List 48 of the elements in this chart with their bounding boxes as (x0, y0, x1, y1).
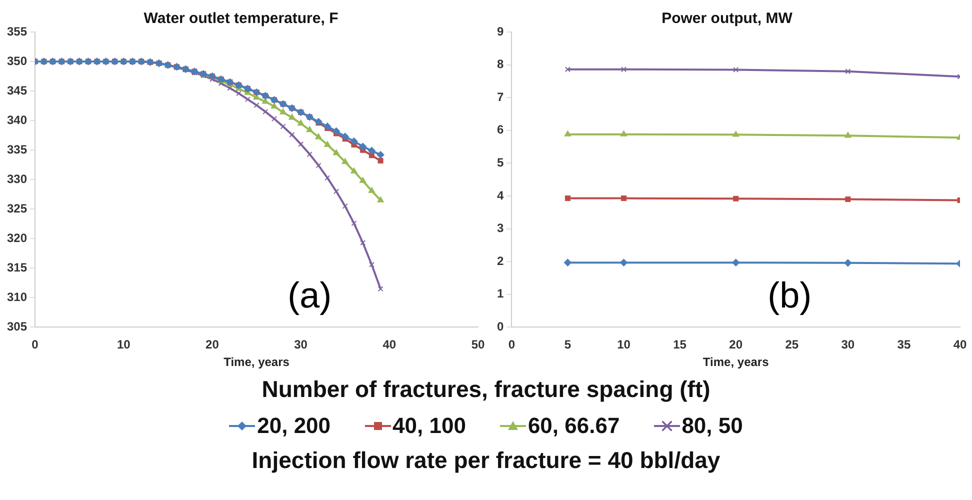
x-tick-label: 40 (953, 338, 967, 352)
x-tick-label: 5 (564, 338, 572, 352)
y-tick-label: 1 (496, 286, 504, 301)
y-tick-label: 310 (6, 290, 28, 304)
y-tick-label: 9 (496, 24, 504, 38)
y-tick-label: 4 (496, 188, 504, 202)
y-tick-label: 8 (496, 57, 504, 72)
x-tick-label: 40 (382, 338, 396, 352)
x-axis-title: Time, years (224, 355, 290, 370)
legend-label: 60, 66.67 (528, 413, 620, 439)
y-tick-label: 7 (496, 90, 504, 104)
y-tick-label: 355 (6, 24, 28, 38)
x-tick-label: 10 (617, 338, 631, 352)
x-tick-label: 20 (206, 338, 220, 352)
x-tick-label: 20 (729, 338, 743, 352)
y-tick-label: 0 (496, 320, 504, 334)
y-tick-label: 6 (496, 122, 504, 137)
y-tick-label: 325 (6, 201, 28, 216)
legend-label: 20, 200 (257, 413, 331, 439)
y-tick-label: 3 (496, 221, 504, 236)
text: Injection flow rate per fracture = 40 bbl/day (250, 447, 722, 474)
chart-title: Water outlet temperature, F (144, 10, 338, 28)
x-tick-label: 25 (785, 338, 799, 352)
x-tick-label: 35 (897, 338, 911, 352)
legend-label: 40, 100 (392, 413, 466, 439)
legend-label: 80, 50 (682, 413, 743, 439)
y-tick-label: 345 (6, 83, 28, 98)
x-tick-label: 30 (841, 338, 855, 352)
x-tick-label: 15 (673, 338, 687, 352)
y-tick-label: 335 (6, 142, 28, 156)
annotation: (a) (288, 274, 332, 316)
x-tick-label: 0 (508, 338, 516, 352)
legend-title: Number of fractures, fracture spacing (ft) (260, 376, 712, 403)
y-tick-label: 330 (6, 172, 28, 186)
x-tick-label: 0 (32, 338, 39, 352)
x-tick-label: 10 (116, 338, 131, 352)
y-tick-label: 5 (496, 156, 504, 170)
annotation: (b) (768, 274, 812, 316)
y-tick-label: 320 (6, 230, 28, 245)
x-tick-label: 30 (294, 338, 308, 352)
x-axis-title: Time, years (702, 355, 770, 370)
chart-title: Power output, MW (662, 10, 794, 28)
y-tick-label: 2 (496, 254, 504, 268)
y-tick-label: 315 (6, 260, 28, 274)
y-tick-label: 340 (6, 112, 28, 127)
y-tick-label: 305 (6, 320, 28, 334)
x-tick-label: 50 (471, 338, 485, 352)
y-tick-label: 350 (6, 54, 28, 68)
